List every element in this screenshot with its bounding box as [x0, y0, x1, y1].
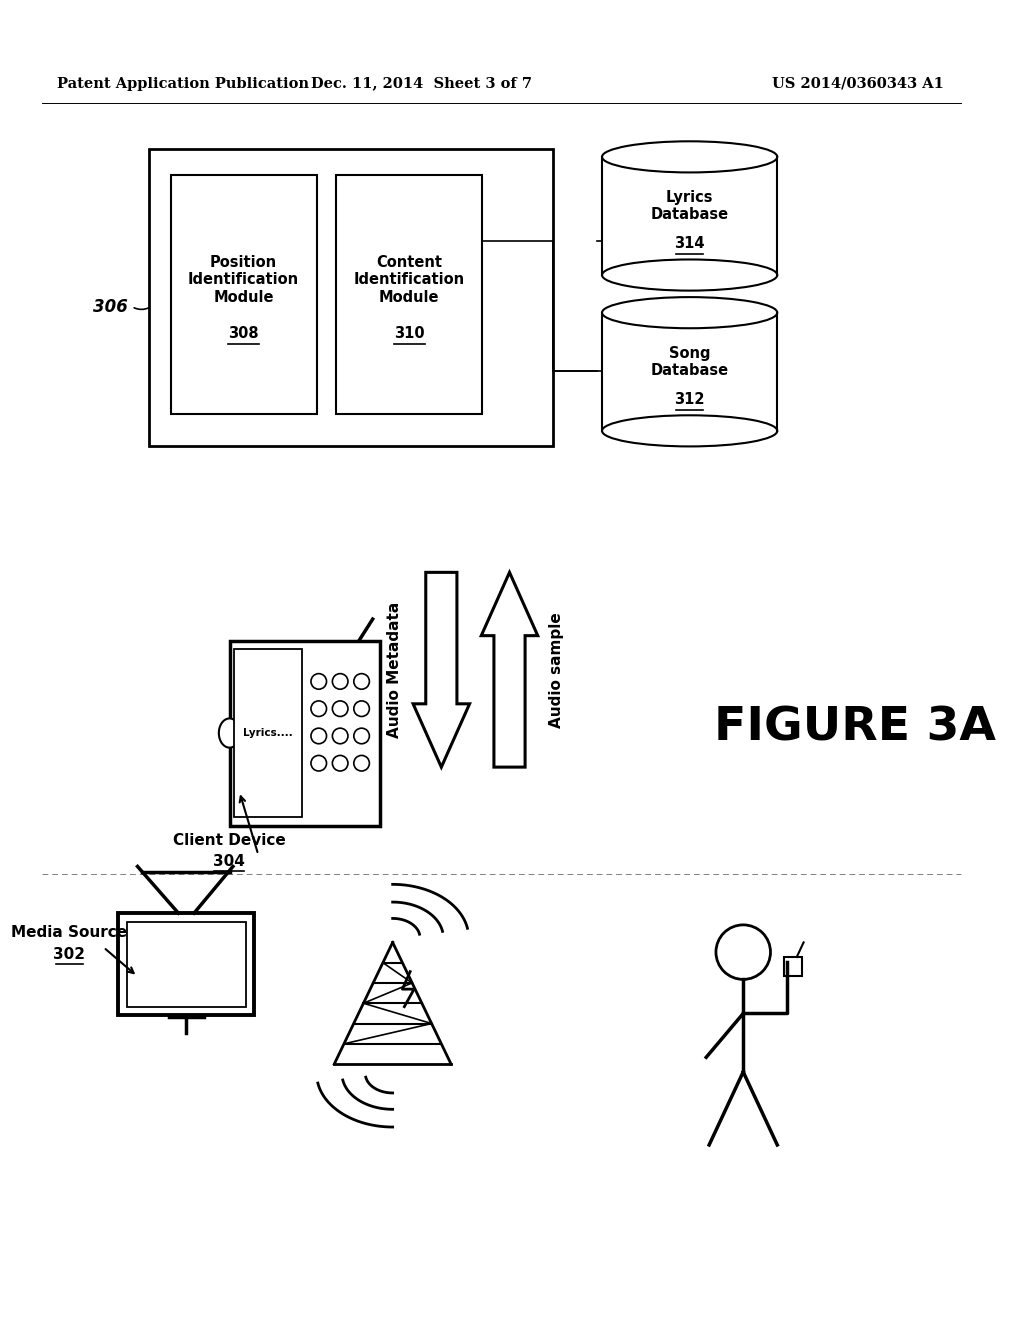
Circle shape [333, 701, 348, 717]
Circle shape [354, 729, 370, 743]
Text: 308: 308 [228, 326, 259, 341]
Text: 306: 306 [93, 297, 128, 315]
Circle shape [311, 729, 327, 743]
Ellipse shape [602, 141, 777, 173]
Text: 304: 304 [213, 854, 245, 869]
Text: Media Source: Media Source [11, 925, 127, 940]
Text: Lyrics....: Lyrics.... [244, 729, 293, 738]
Ellipse shape [602, 416, 777, 446]
Circle shape [311, 755, 327, 771]
Circle shape [354, 755, 370, 771]
Text: 314: 314 [675, 236, 705, 251]
Bar [336, 176, 482, 413]
Circle shape [311, 701, 327, 717]
Circle shape [333, 729, 348, 743]
Ellipse shape [602, 260, 777, 290]
Bar [602, 313, 777, 430]
Text: Content
Identification
Module: Content Identification Module [353, 255, 465, 305]
Text: 310: 310 [394, 326, 425, 341]
Circle shape [354, 673, 370, 689]
Circle shape [716, 925, 770, 979]
Bar [127, 921, 246, 1007]
Text: Client Device: Client Device [173, 833, 286, 847]
Circle shape [311, 673, 327, 689]
Bar [229, 640, 381, 825]
Bar [602, 157, 777, 275]
Text: Audio sample: Audio sample [549, 612, 564, 727]
Text: 302: 302 [53, 946, 85, 961]
Text: Position
Identification
Module: Position Identification Module [188, 255, 299, 305]
Circle shape [333, 755, 348, 771]
Text: Lyrics
Database: Lyrics Database [650, 190, 729, 222]
Bar [171, 176, 316, 413]
Text: FIGURE 3A: FIGURE 3A [714, 706, 996, 751]
Text: 312: 312 [675, 392, 705, 407]
Bar [234, 649, 302, 817]
Polygon shape [481, 573, 538, 767]
Text: US 2014/0360343 A1: US 2014/0360343 A1 [772, 77, 944, 91]
Text: Dec. 11, 2014  Sheet 3 of 7: Dec. 11, 2014 Sheet 3 of 7 [311, 77, 532, 91]
Bar [150, 149, 553, 446]
Text: Patent Application Publication: Patent Application Publication [56, 77, 308, 91]
Circle shape [333, 673, 348, 689]
Polygon shape [413, 573, 470, 767]
Bar [784, 957, 802, 977]
Text: Audio Metadata: Audio Metadata [387, 602, 402, 738]
Ellipse shape [602, 297, 777, 329]
Ellipse shape [219, 718, 241, 747]
Bar [118, 913, 254, 1015]
Text: Song
Database: Song Database [650, 346, 729, 379]
Circle shape [354, 701, 370, 717]
